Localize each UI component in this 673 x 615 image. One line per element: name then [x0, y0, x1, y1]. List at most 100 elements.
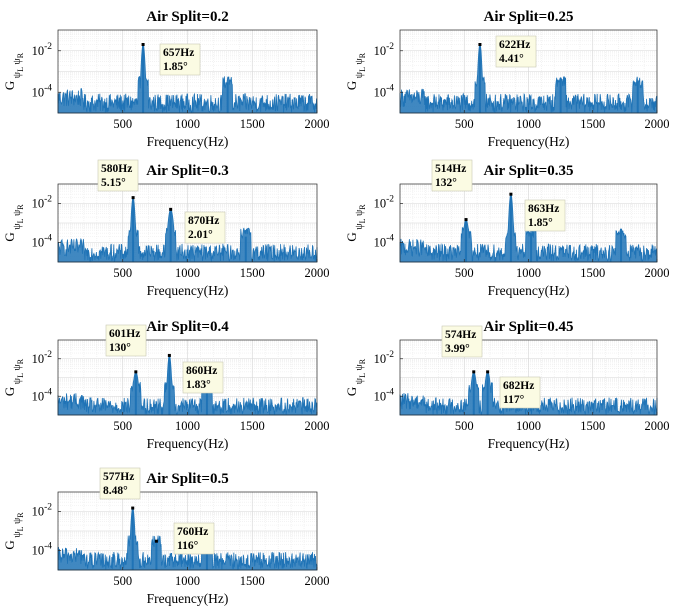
y-axis-label-main: G	[344, 232, 359, 241]
subplot-title: Air Split=0.25	[484, 9, 574, 25]
peak-marker	[131, 196, 135, 200]
subplot: 500 1000 1500 2000 10-2 10-4 Air Split=0.2 Freq…	[2, 9, 330, 149]
y-axis-label-sub: ψ	[12, 377, 23, 387]
peak-annotation-box	[441, 325, 483, 358]
subplot: 500 1000 1500 2000 10-2 10-4 Air Split=0.4 Freq…	[2, 319, 330, 451]
y-tick-label: 10-2	[32, 42, 53, 58]
x-tick-label: 1000	[516, 419, 541, 433]
y-axis-label-sub: ψ	[12, 531, 23, 541]
peak-phase-label: 116°	[177, 540, 199, 552]
y-axis-label-sub: ψ	[12, 517, 23, 527]
x-tick-label: 1000	[516, 117, 541, 131]
y-axis-label-sub: ψ	[354, 377, 365, 387]
x-tick-label: 1500	[240, 117, 265, 131]
y-tick-label: 10-2	[32, 350, 53, 366]
y-tick-exponent: -4	[44, 387, 52, 397]
subplot-title: Air Split=0.5	[146, 471, 228, 487]
y-axis-label: G ψL ψR	[2, 512, 25, 550]
y-axis-label-text: G ψL ψR	[344, 52, 367, 90]
peak-frequency-label: 682Hz	[503, 380, 534, 392]
subplot: 500 1000 1500 2000 10-2 10-4 Air Split=0.35 Fre…	[344, 159, 670, 298]
x-tick-label: 1500	[240, 574, 265, 588]
y-axis-label-sub: L	[358, 373, 367, 378]
peak-annotation-box	[97, 159, 139, 192]
peak-frequency-label: 574Hz	[445, 329, 476, 341]
x-tick-label: 1000	[175, 117, 200, 131]
y-axis-label-sub: ψ	[12, 58, 23, 68]
peak-annotation-box	[499, 376, 541, 409]
y-axis-label-sub: ψ	[354, 71, 365, 81]
y-tick-label: 10-4	[32, 234, 53, 250]
x-axis-label: Frequency(Hz)	[147, 283, 229, 298]
x-tick-label: 1000	[175, 266, 200, 280]
subplot-title: Air Split=0.35	[484, 163, 574, 179]
x-tick-label: 500	[113, 574, 132, 588]
peak-marker	[134, 370, 138, 374]
peak-annotation-box	[105, 324, 147, 357]
y-tick-label: 10-2	[374, 350, 395, 366]
y-axis-label-text: G ψL ψR	[2, 204, 25, 242]
y-tick-label: 10-2	[374, 195, 395, 211]
x-tick-label: 2000	[645, 117, 670, 131]
y-axis-label: G ψL ψR	[2, 358, 25, 396]
peak-marker	[478, 43, 482, 47]
x-tick-label: 1500	[580, 266, 605, 280]
x-tick-label: 500	[113, 266, 132, 280]
x-tick-label: 500	[455, 419, 474, 433]
peak-frequency-label: 577Hz	[103, 471, 134, 483]
y-axis-label-sub: ψ	[12, 209, 23, 219]
y-axis-label-sub: R	[358, 52, 367, 58]
peak-phase-label: 117°	[503, 394, 525, 406]
x-tick-label: 2000	[305, 574, 330, 588]
subplot: 500 1000 1500 2000 10-2 10-4 Air Split=0.45 Fre…	[344, 319, 670, 451]
x-tick-label: 1500	[240, 419, 265, 433]
subplot-title: Air Split=0.2	[146, 9, 228, 25]
subplot: 500 1000 1500 2000 10-2 10-4 Air Split=0.5 Freq…	[2, 467, 330, 606]
spectrum-series	[399, 193, 658, 263]
y-axis-label-sub: ψ	[354, 223, 365, 233]
x-tick-label: 2000	[305, 266, 330, 280]
x-axis-label: Frequency(Hz)	[147, 134, 229, 149]
x-tick-label: 1000	[175, 574, 200, 588]
y-tick-exponent: -2	[44, 350, 52, 360]
peak-phase-label: 132°	[435, 177, 457, 189]
y-axis-label-sub: ψ	[354, 364, 365, 374]
peak-frequency-label: 760Hz	[177, 526, 208, 538]
y-axis-label-sub: R	[358, 204, 367, 210]
peak-annotation-box	[184, 211, 226, 244]
y-axis-label-sub: L	[16, 373, 25, 378]
subplot: 500 1000 1500 2000 10-2 10-4 Air Split=0.25 Fre…	[344, 9, 670, 149]
spectrum-series	[57, 196, 318, 263]
y-tick-label: 10-4	[374, 234, 395, 250]
x-axis-label: Frequency(Hz)	[488, 134, 570, 149]
peak-annotation-box	[431, 159, 473, 192]
y-axis-label-sub: ψ	[354, 58, 365, 68]
y-axis-label-sub: R	[16, 512, 25, 518]
y-axis-label-sub: ψ	[354, 209, 365, 219]
peak-frequency-label: 860Hz	[186, 365, 217, 377]
y-tick-exponent: -4	[386, 83, 394, 93]
x-tick-label: 1000	[516, 266, 541, 280]
subplot-title: Air Split=0.45	[484, 319, 574, 335]
x-axis-label: Frequency(Hz)	[488, 436, 570, 451]
y-axis-label: G ψL ψR	[344, 358, 367, 396]
x-tick-label: 2000	[305, 419, 330, 433]
x-tick-label: 1500	[580, 419, 605, 433]
peak-phase-label: 5.15°	[101, 177, 126, 189]
peak-phase-label: 1.85°	[163, 61, 188, 73]
subplot: 500 1000 1500 2000 10-2 10-4 Air Split=0.3 Freq…	[2, 159, 330, 298]
x-axis-label: Frequency(Hz)	[147, 436, 229, 451]
y-tick-exponent: -4	[44, 83, 52, 93]
peak-phase-label: 8.48°	[103, 485, 128, 497]
peak-frequency-label: 657Hz	[163, 47, 194, 59]
y-axis-label: G ψL ψR	[344, 52, 367, 90]
y-axis-label-main: G	[344, 387, 359, 396]
peak-marker	[131, 506, 135, 510]
y-axis-label-sub: L	[16, 67, 25, 72]
y-tick-exponent: -2	[44, 503, 52, 513]
peak-marker	[141, 43, 145, 47]
y-tick-label: 10-4	[374, 387, 395, 403]
y-axis-label-sub: R	[16, 204, 25, 210]
y-axis-label-main: G	[2, 540, 17, 549]
